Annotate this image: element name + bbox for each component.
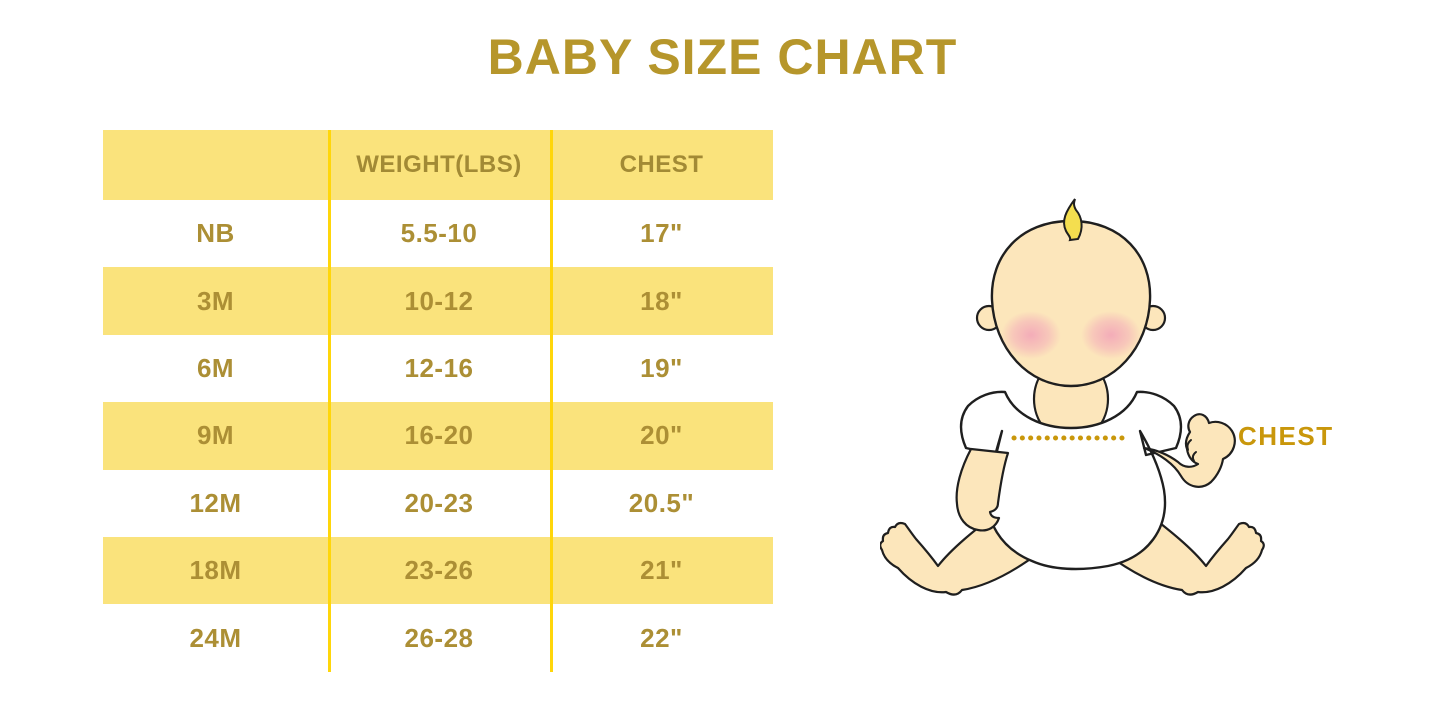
- baby-right-blush: [1081, 311, 1141, 359]
- table-row: 6M 12-16 19": [103, 334, 773, 403]
- header-chest-column: CHEST: [619, 151, 704, 178]
- page-title: BABY SIZE CHART: [487, 29, 958, 85]
- baby-left-blush: [1001, 311, 1061, 359]
- chest-cell: 20.5": [628, 487, 695, 518]
- fist-knuckle-lines: [1186, 439, 1197, 462]
- size-cell: 9M: [196, 420, 235, 451]
- header-size-column: [103, 130, 328, 200]
- header-weight-column: WEIGHT(LBS): [356, 151, 522, 178]
- chest-cell: 17": [640, 218, 683, 249]
- baby-body: [959, 390, 1183, 571]
- size-cell: 24M: [189, 622, 242, 653]
- weight-cell: 12-16: [404, 352, 474, 383]
- weight-cell: 26-28: [404, 622, 474, 653]
- column-divider: [550, 130, 553, 672]
- chest-cell: 20": [640, 420, 683, 451]
- baby-left-arm: [955, 447, 1010, 532]
- table-row: NB 5.5-10 17": [103, 200, 773, 268]
- baby-right-arm: [1142, 413, 1236, 488]
- chest-cell: 22": [640, 622, 683, 653]
- weight-cell: 20-23: [404, 487, 474, 518]
- weight-cell: 5.5-10: [400, 218, 478, 249]
- chest-cell: 18": [640, 285, 683, 316]
- weight-cell: 10-12: [404, 285, 474, 316]
- chest-cell: 21": [640, 555, 683, 586]
- table-header-row: WEIGHT(LBS) CHEST: [103, 130, 773, 200]
- table-row: 12M 20-23 20.5": [103, 469, 773, 537]
- weight-cell: 16-20: [404, 420, 474, 451]
- table-row: 9M 16-20 20": [103, 402, 773, 470]
- chest-measurement-label: CHEST: [1238, 421, 1334, 451]
- table-row: 3M 10-12 18": [103, 267, 773, 335]
- size-cell: 6M: [196, 352, 235, 383]
- size-cell: NB: [196, 218, 235, 249]
- size-cell: 18M: [189, 555, 242, 586]
- baby-illustration: [880, 198, 1265, 596]
- baby-hair-curl: [1063, 198, 1083, 242]
- baby-head: [990, 219, 1152, 388]
- size-cell: 3M: [196, 285, 235, 316]
- table-row: 24M 26-28 22": [103, 604, 773, 672]
- size-chart-table: WEIGHT(LBS) CHEST NB 5.5-10 17" 3M 10-12…: [103, 130, 773, 672]
- chest-cell: 19": [640, 352, 683, 383]
- column-divider: [328, 130, 331, 672]
- size-cell: 12M: [189, 487, 242, 518]
- weight-cell: 23-26: [404, 555, 474, 586]
- table-row: 18M 23-26 21": [103, 536, 773, 605]
